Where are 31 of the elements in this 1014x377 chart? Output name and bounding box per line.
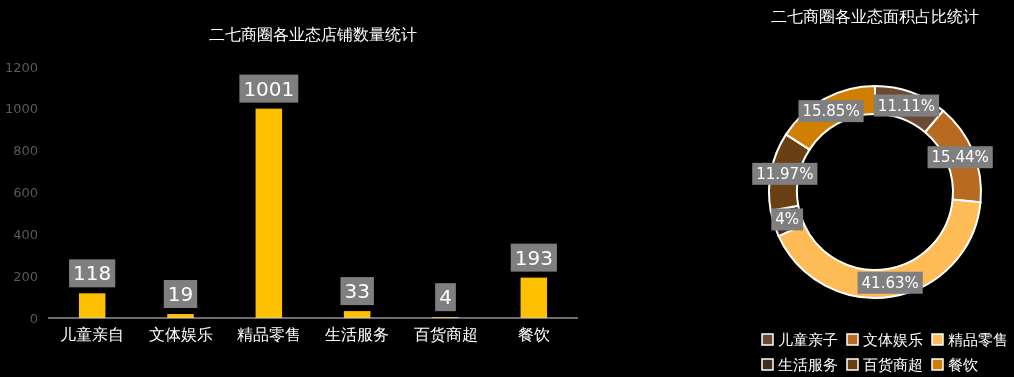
y-tick-label: 200: [13, 268, 38, 284]
data-label: 193: [514, 245, 553, 270]
legend-label: 儿童亲子: [778, 331, 838, 349]
x-tick-label: 儿童亲自: [60, 325, 125, 344]
y-tick-label: 400: [13, 226, 38, 242]
y-tick-label: 600: [13, 185, 38, 200]
chart-title: 二七商圈各业态店铺数量统计: [209, 25, 417, 44]
data-label: 41.63%: [861, 273, 919, 292]
y-tick-label: 1200: [4, 59, 38, 75]
data-label: 19: [167, 282, 194, 307]
data-label: 15.85%: [802, 102, 860, 121]
data-label: 4: [439, 285, 452, 310]
data-label: 11.97%: [756, 164, 814, 183]
data-label: 4%: [775, 210, 800, 229]
legend-label: 餐饮: [948, 356, 978, 374]
legend-label: 百货商超: [863, 356, 923, 374]
data-label: 15.44%: [931, 148, 989, 167]
x-tick-label: 精品零售: [236, 325, 301, 344]
data-label: 11.11%: [877, 96, 936, 115]
data-label: 118: [73, 261, 112, 286]
data-label: 33: [344, 279, 370, 304]
legend-label: 生活服务: [778, 356, 838, 374]
x-tick-label: 餐饮: [517, 325, 550, 344]
chart-title: 二七商圈各业态面积占比统计: [771, 7, 979, 26]
x-tick-label: 百货商超: [413, 325, 478, 344]
x-tick-label: 文体娱乐: [148, 325, 213, 344]
y-tick-label: 800: [13, 143, 38, 159]
x-tick-label: 生活服务: [325, 325, 390, 344]
y-tick-label: 1000: [4, 101, 38, 117]
data-label: 1001: [243, 76, 295, 101]
y-tick-label: 0: [29, 310, 38, 326]
